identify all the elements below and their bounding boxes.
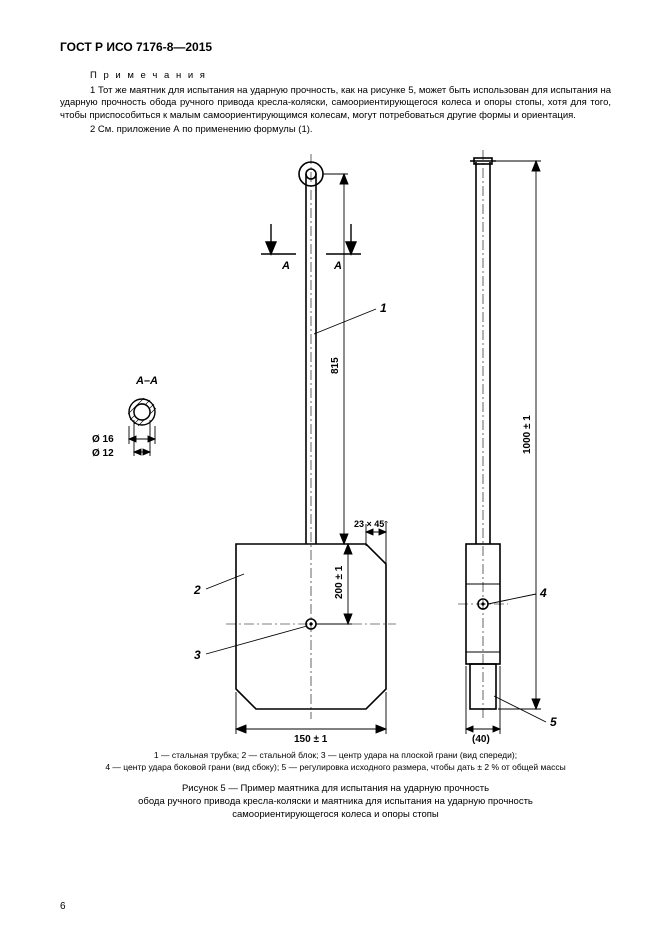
- callout-1: 1: [380, 301, 387, 315]
- dim-200: 200 ± 1: [334, 566, 345, 600]
- dim-chamfer: 23 × 45°: [354, 519, 388, 529]
- legend-line-2: 4 — центр удара боковой грани (вид сбоку…: [105, 762, 565, 772]
- section-label-a-left: A: [281, 260, 290, 272]
- callout-5: 5: [550, 715, 557, 729]
- document-header: ГОСТ Р ИСО 7176-8—2015: [60, 40, 611, 56]
- section-aa-title: A–A: [135, 375, 158, 387]
- pendulum-diagram: A A 1 2 3: [86, 144, 586, 744]
- dim-1000: 1000 ± 1: [522, 415, 533, 454]
- dim-dia16: Ø 16: [92, 434, 114, 445]
- legend-line-1: 1 — стальная трубка; 2 — стальной блок; …: [154, 750, 517, 760]
- caption-line-3: самоориентирующегося колеса и опоры стоп…: [232, 809, 439, 820]
- figure-5: A A 1 2 3: [60, 144, 611, 744]
- page-number: 6: [60, 900, 66, 913]
- note-2-text: 2 См. приложение А по применению формулы…: [90, 124, 313, 135]
- figure-legend: 1 — стальная трубка; 2 — стальной блок; …: [60, 750, 611, 773]
- dim-150: 150 ± 1: [294, 734, 328, 744]
- dim-40: (40): [472, 734, 490, 744]
- callout-4: 4: [539, 586, 547, 600]
- note-1-text: 1 Тот же маятник для испытания на ударну…: [60, 85, 611, 121]
- note-1: 1 Тот же маятник для испытания на ударну…: [60, 85, 611, 122]
- caption-line-1: Рисунок 5 — Пример маятника для испытани…: [182, 783, 489, 794]
- dim-dia12: Ø 12: [92, 448, 114, 459]
- section-label-a-right: A: [333, 260, 342, 272]
- dim-815: 815: [330, 357, 341, 374]
- callout-3: 3: [194, 648, 201, 662]
- callout-2: 2: [193, 583, 201, 597]
- caption-line-2: обода ручного привода кресла-коляски и м…: [138, 796, 533, 807]
- note-2: 2 См. приложение А по применению формулы…: [60, 124, 611, 136]
- figure-caption: Рисунок 5 — Пример маятника для испытани…: [60, 783, 611, 821]
- notes-title: П р и м е ч а н и я: [90, 70, 611, 82]
